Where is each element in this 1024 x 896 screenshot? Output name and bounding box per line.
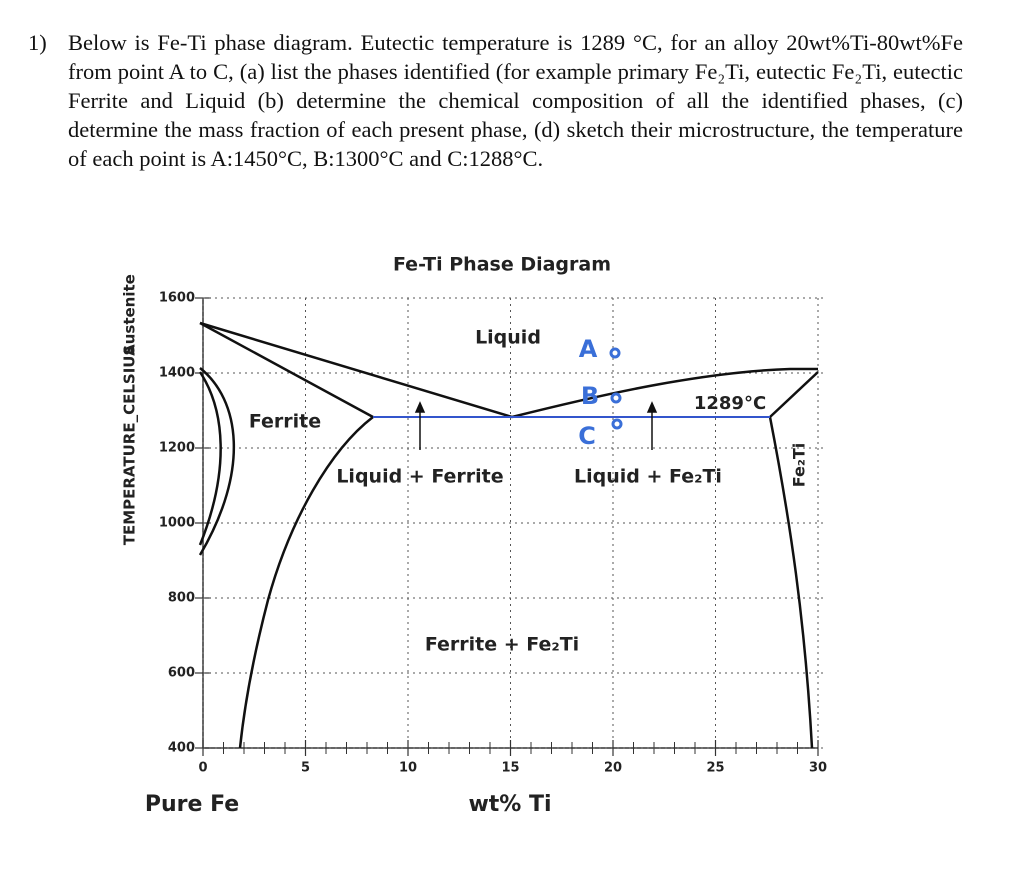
y-tick-label: 1400 bbox=[159, 366, 195, 381]
y-tick-label: 400 bbox=[168, 741, 195, 756]
x-left-label: Pure Fe bbox=[145, 792, 239, 817]
solidus-ferrite bbox=[199, 321, 374, 419]
fe2ti-liquidus-right bbox=[769, 371, 819, 418]
point-label: A bbox=[579, 335, 598, 363]
figure-title: Fe-Ti Phase Diagram bbox=[393, 254, 611, 276]
arrows bbox=[414, 401, 658, 450]
region-label: Fe₂Ti bbox=[790, 443, 809, 488]
y-tick-label: 1200 bbox=[159, 441, 195, 456]
ferrite-solvus bbox=[238, 416, 374, 749]
point-label: B bbox=[581, 382, 599, 410]
liquidus-fe2ti bbox=[511, 367, 818, 419]
region-label: Ferrite bbox=[249, 411, 321, 433]
point-markers bbox=[609, 347, 623, 430]
x-tick-label: 0 bbox=[198, 761, 207, 776]
fe2ti-solvus bbox=[768, 416, 814, 749]
austenite-loop-inner bbox=[198, 371, 222, 546]
liquidus-fe bbox=[199, 321, 513, 419]
point-marker bbox=[611, 418, 623, 430]
phase-boundaries bbox=[198, 321, 819, 749]
y-axis-label: TEMPERATURE_CELSIUS bbox=[121, 345, 139, 546]
arrow-head bbox=[646, 401, 658, 413]
austenite-loop-outer bbox=[198, 367, 236, 556]
point-label: C bbox=[578, 422, 596, 450]
question: 1) Below is Fe-Ti phase diagram. Eutecti… bbox=[28, 28, 963, 173]
y-tick-label: 1000 bbox=[159, 516, 195, 531]
region-label: Liquid + Ferrite bbox=[336, 466, 503, 488]
question-number: 1) bbox=[28, 30, 47, 55]
region-label: Liquid bbox=[475, 327, 541, 349]
x-tick-label: 25 bbox=[706, 761, 724, 776]
x-tick-label: 10 bbox=[399, 761, 417, 776]
arrow-head bbox=[414, 401, 426, 413]
x-tick-label: 30 bbox=[809, 761, 827, 776]
eutectic-label: 1289°C bbox=[694, 393, 766, 414]
x-axis-label: wt% Ti bbox=[468, 792, 551, 817]
x-tick-label: 15 bbox=[501, 761, 519, 776]
question-text: Below is Fe-Ti phase diagram. Eutectic t… bbox=[68, 30, 963, 171]
x-tick-label: 20 bbox=[604, 761, 622, 776]
point-labels: A B C bbox=[578, 335, 599, 450]
y-tick-label: 600 bbox=[168, 666, 195, 681]
point-marker bbox=[609, 347, 621, 359]
y-tick-label: 800 bbox=[168, 591, 195, 606]
point-marker bbox=[610, 392, 622, 404]
x-tick-label: 5 bbox=[301, 761, 310, 776]
region-label: Liquid + Fe₂Ti bbox=[574, 466, 722, 488]
y-tick-label: 1600 bbox=[159, 291, 195, 306]
region-label: Ferrite + Fe₂Ti bbox=[425, 634, 579, 656]
region-label: Austenite bbox=[121, 274, 139, 356]
